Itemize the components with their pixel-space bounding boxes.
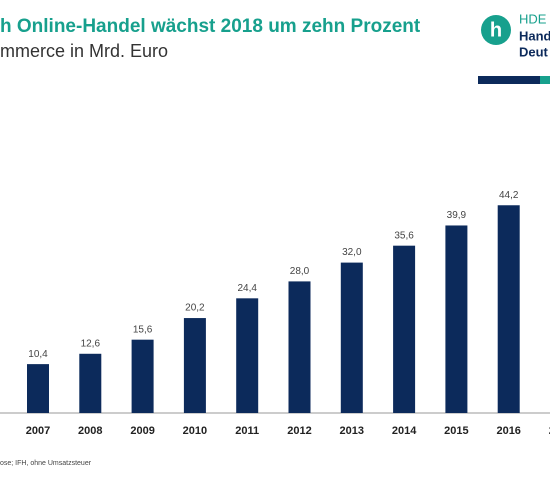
logo-bar <box>478 76 540 84</box>
bar <box>288 281 311 413</box>
bar <box>236 298 259 413</box>
value-label: 32,0 <box>342 247 362 258</box>
chart-subtitle: mmerce in Mrd. Euro <box>0 41 168 61</box>
bar <box>393 245 416 413</box>
value-label: 39,9 <box>447 210 467 221</box>
logo-bar <box>540 76 550 84</box>
x-tick-label: 2008 <box>78 425 102 437</box>
logo-mark: h <box>490 19 502 41</box>
value-label: 44,2 <box>499 190 519 201</box>
bar <box>340 262 363 413</box>
x-tick-label: 2017 <box>549 425 550 437</box>
bar <box>497 205 520 413</box>
value-label: 28,0 <box>290 266 310 277</box>
x-tick-label: 2015 <box>444 425 468 437</box>
x-tick-label: 2009 <box>130 425 154 437</box>
value-label: 15,6 <box>133 324 153 335</box>
x-tick-label: 2014 <box>392 425 417 437</box>
value-label: 20,2 <box>185 303 205 314</box>
x-tick-label: 2012 <box>287 425 311 437</box>
x-tick-label: 2013 <box>340 425 364 437</box>
value-label: 12,6 <box>81 338 101 349</box>
logo-text: Hand <box>519 28 550 43</box>
source-note: ose; IFH, ohne Umsatzsteuer <box>0 460 92 467</box>
bar <box>131 339 154 413</box>
x-tick-label: 2011 <box>235 425 259 437</box>
bar <box>79 353 102 413</box>
value-label: 24,4 <box>237 283 257 294</box>
x-tick-label: 2010 <box>183 425 207 437</box>
value-label: 10,4 <box>28 349 48 360</box>
value-label: 35,6 <box>394 230 414 241</box>
bar <box>445 225 468 413</box>
logo-text: HDE <box>519 11 547 26</box>
bar <box>183 318 206 413</box>
chart-title: h Online-Handel wächst 2018 um zehn Proz… <box>0 16 421 37</box>
logo-circle <box>481 15 511 45</box>
x-tick-label: 2007 <box>26 425 50 437</box>
logo-text: Deut <box>519 44 549 59</box>
x-tick-label: 2016 <box>496 425 520 437</box>
bar <box>27 364 49 413</box>
